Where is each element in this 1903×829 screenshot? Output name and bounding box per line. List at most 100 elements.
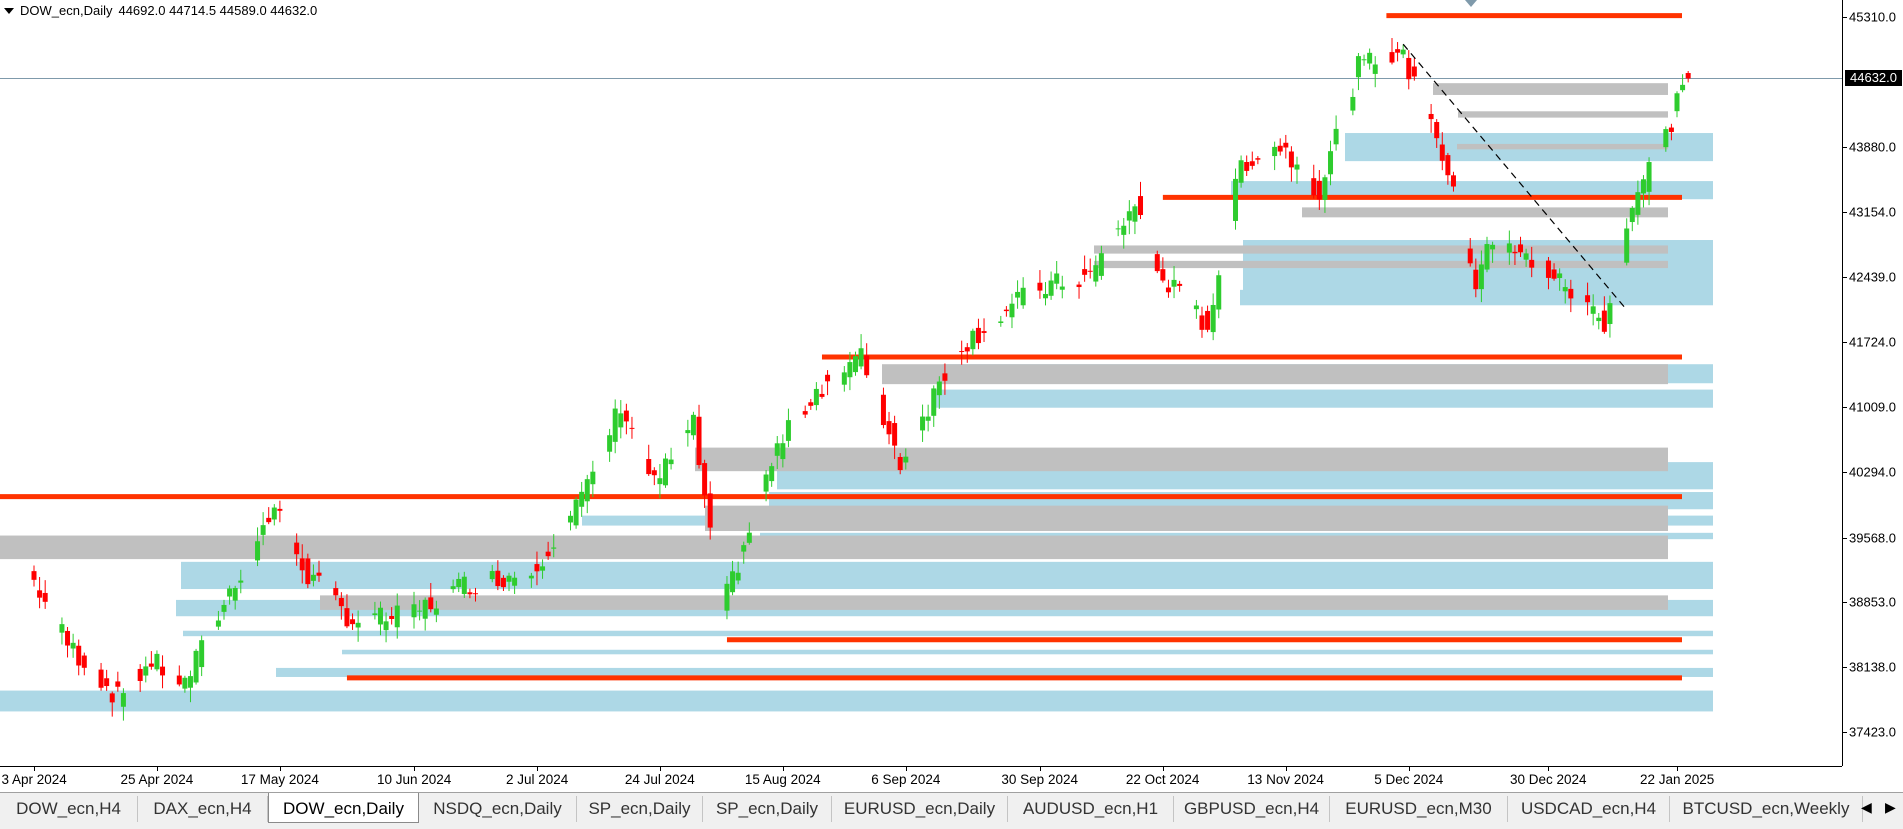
bearish-candle[interactable] [76,645,82,666]
tab-eurusd-ecn-m30[interactable]: EURUSD_ecn,M30 [1330,796,1508,822]
bearish-candle[interactable] [1395,49,1401,53]
bearish-candle[interactable] [1685,73,1691,79]
bearish-candle[interactable] [651,470,657,476]
bullish-candle[interactable] [612,408,618,442]
bullish-candle[interactable] [1233,178,1239,221]
shift-marker-icon[interactable] [1465,0,1477,7]
bearish-candle[interactable] [707,493,713,528]
bearish-candle[interactable] [886,421,892,435]
bearish-candle[interactable] [892,423,898,446]
bullish-candle[interactable] [355,622,361,628]
bearish-candle[interactable] [1082,269,1088,275]
bearish-candle[interactable] [1450,175,1456,187]
bearish-candle[interactable] [880,394,886,426]
bullish-candle[interactable] [1043,293,1049,299]
bullish-candle[interactable] [1355,56,1361,78]
bullish-candle[interactable] [377,607,383,625]
bullish-candle[interactable] [1350,96,1356,111]
bullish-candle[interactable] [1054,273,1060,284]
bullish-candle[interactable] [1132,206,1138,222]
tab-sp-ecn-daily[interactable]: SP_ecn,Daily [703,796,832,822]
bearish-candle[interactable] [1165,287,1171,293]
bullish-candle[interactable] [232,587,238,601]
bearish-candle[interactable] [495,570,501,587]
bullish-candle[interactable] [238,580,244,583]
bullish-candle[interactable] [774,443,780,456]
bullish-candle[interactable] [417,610,423,612]
bullish-candle[interactable] [769,466,775,482]
bearish-candle[interactable] [696,416,702,466]
bullish-candle[interactable] [199,640,205,668]
bearish-candle[interactable] [1255,158,1261,160]
bearish-candle[interactable] [31,571,37,580]
bullish-candle[interactable] [1193,305,1199,310]
bullish-candle[interactable] [154,653,160,670]
bearish-candle[interactable] [623,410,629,422]
bullish-candle[interactable] [741,545,747,552]
bullish-candle[interactable] [668,459,674,465]
bearish-candle[interactable] [1311,178,1317,196]
bullish-candle[interactable] [903,456,909,463]
bearish-candle[interactable] [472,593,478,595]
bearish-candle[interactable] [646,459,652,475]
bullish-candle[interactable] [372,613,378,616]
bearish-candle[interactable] [148,663,154,667]
bearish-candle[interactable] [1316,180,1322,200]
tab-usdcad-ecn-h4[interactable]: USDCAD_ecn,H4 [1508,796,1670,822]
bearish-candle[interactable] [333,588,339,596]
bearish-candle[interactable] [467,592,473,595]
bullish-candle[interactable] [1484,244,1490,270]
bullish-candle[interactable] [411,604,417,618]
bearish-candle[interactable] [316,572,322,576]
bearish-candle[interactable] [1434,122,1440,139]
bullish-candle[interactable] [1048,280,1054,296]
tab-gbpusd-ecn-h4[interactable]: GBPUSD_ecn,H4 [1174,796,1330,822]
bullish-candle[interactable] [120,693,126,707]
bearish-candle[interactable] [81,655,87,668]
bullish-candle[interactable] [1490,244,1496,250]
bearish-candle[interactable] [1568,288,1574,299]
bearish-candle[interactable] [338,597,344,607]
bullish-candle[interactable] [579,491,585,507]
bullish-candle[interactable] [1640,179,1646,194]
bullish-candle[interactable] [1523,253,1529,260]
bullish-candle[interactable] [1059,286,1065,290]
bearish-candle[interactable] [1283,142,1289,148]
bearish-candle[interactable] [266,517,272,523]
bearish-candle[interactable] [109,693,115,703]
tab-nsdq-ecn-daily[interactable]: NSDQ_ecn,Daily [419,796,577,822]
bullish-candle[interactable] [422,599,428,619]
bearish-candle[interactable] [1551,269,1557,279]
bullish-candle[interactable] [785,420,791,441]
bullish-candle[interactable] [383,621,389,631]
bullish-candle[interactable] [1607,303,1613,325]
bearish-candle[interactable] [428,597,434,610]
bearish-candle[interactable] [802,411,808,415]
bearish-candle[interactable] [545,551,551,557]
bullish-candle[interactable] [1663,129,1669,148]
bearish-candle[interactable] [1439,144,1445,161]
bullish-candle[interactable] [260,525,266,535]
tab-scroll-left-icon[interactable]: ◀ [1861,799,1872,815]
tab-eurusd-ecn-daily[interactable]: EURUSD_ecn,Daily [832,796,1008,822]
bullish-candle[interactable] [936,381,942,396]
tab-dax-ecn-h4[interactable]: DAX_ecn,H4 [138,796,268,822]
bearish-candle[interactable] [942,373,948,381]
bearish-candle[interactable] [160,666,166,676]
bullish-candle[interactable] [1361,59,1367,61]
bearish-candle[interactable] [500,577,506,588]
bearish-candle[interactable] [964,347,970,352]
bearish-candle[interactable] [1199,315,1205,330]
bullish-candle[interactable] [998,321,1004,323]
chart-area[interactable]: DOW_ecn,Daily 44692.0 44714.5 44589.0 44… [0,0,1842,766]
bullish-candle[interactable] [573,499,579,526]
bullish-candle[interactable] [215,620,221,627]
bearish-candle[interactable] [277,508,283,511]
bearish-candle[interactable] [294,542,300,555]
bearish-candle[interactable] [1512,251,1518,254]
dashed-trendline[interactable] [1402,43,1628,311]
bearish-candle[interactable] [389,616,395,619]
bullish-candle[interactable] [1093,265,1099,282]
bearish-candle[interactable] [1428,113,1434,120]
bearish-candle[interactable] [629,427,635,429]
